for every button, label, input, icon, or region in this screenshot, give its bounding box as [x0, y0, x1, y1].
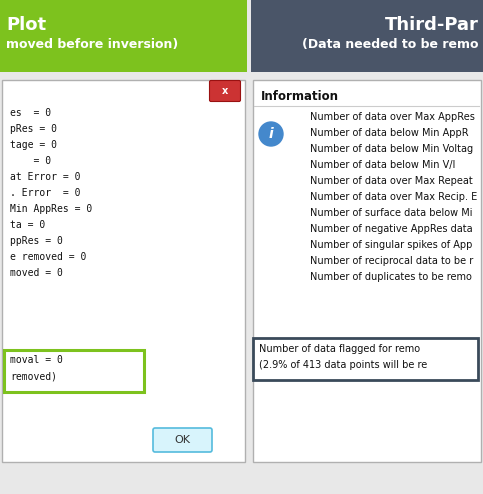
Text: Number of reciprocal data to be r: Number of reciprocal data to be r: [310, 256, 473, 266]
FancyBboxPatch shape: [249, 0, 483, 72]
Text: moved = 0: moved = 0: [10, 268, 63, 278]
Text: Number of data over Max AppRes: Number of data over Max AppRes: [310, 112, 475, 122]
Text: ta = 0: ta = 0: [10, 220, 45, 230]
Text: moved before inversion): moved before inversion): [6, 38, 178, 51]
Text: (2.9% of 413 data points will be re: (2.9% of 413 data points will be re: [259, 360, 427, 370]
Text: Number of data below Min AppR: Number of data below Min AppR: [310, 128, 469, 138]
Text: Number of data over Max Repeat: Number of data over Max Repeat: [310, 176, 473, 186]
Text: Number of surface data below Mi: Number of surface data below Mi: [310, 208, 472, 218]
FancyBboxPatch shape: [153, 428, 212, 452]
Text: (Data needed to be remo: (Data needed to be remo: [302, 38, 479, 51]
Circle shape: [259, 122, 283, 146]
Text: Number of duplicates to be remo: Number of duplicates to be remo: [310, 272, 472, 282]
Text: = 0: = 0: [10, 156, 51, 166]
FancyBboxPatch shape: [247, 0, 251, 494]
FancyBboxPatch shape: [210, 81, 241, 101]
Text: Number of data over Max Recip. E: Number of data over Max Recip. E: [310, 192, 477, 202]
Text: Plot: Plot: [6, 16, 46, 34]
Text: moval = 0: moval = 0: [10, 355, 63, 365]
FancyBboxPatch shape: [0, 0, 247, 72]
Text: ppRes = 0: ppRes = 0: [10, 236, 63, 246]
Text: Min AppRes = 0: Min AppRes = 0: [10, 204, 92, 214]
Text: Number of data below Min V/I: Number of data below Min V/I: [310, 160, 455, 170]
Text: x: x: [222, 86, 228, 96]
FancyBboxPatch shape: [253, 338, 478, 380]
Text: Number of data below Min Voltag: Number of data below Min Voltag: [310, 144, 473, 154]
Text: pRes = 0: pRes = 0: [10, 124, 57, 134]
Text: at Error = 0: at Error = 0: [10, 172, 81, 182]
Text: i: i: [269, 127, 273, 141]
FancyBboxPatch shape: [2, 80, 245, 462]
Text: tage = 0: tage = 0: [10, 140, 57, 150]
Text: . Error  = 0: . Error = 0: [10, 188, 81, 198]
Text: Information: Information: [261, 90, 339, 103]
Text: es  = 0: es = 0: [10, 108, 51, 118]
Text: e removed = 0: e removed = 0: [10, 252, 86, 262]
Text: Number of singular spikes of App: Number of singular spikes of App: [310, 240, 472, 250]
Text: removed): removed): [10, 371, 57, 381]
Text: Third-Par: Third-Par: [385, 16, 479, 34]
Text: Number of negative AppRes data: Number of negative AppRes data: [310, 224, 473, 234]
Text: Number of data flagged for remo: Number of data flagged for remo: [259, 344, 420, 354]
FancyBboxPatch shape: [253, 80, 481, 462]
Text: OK: OK: [174, 435, 190, 445]
